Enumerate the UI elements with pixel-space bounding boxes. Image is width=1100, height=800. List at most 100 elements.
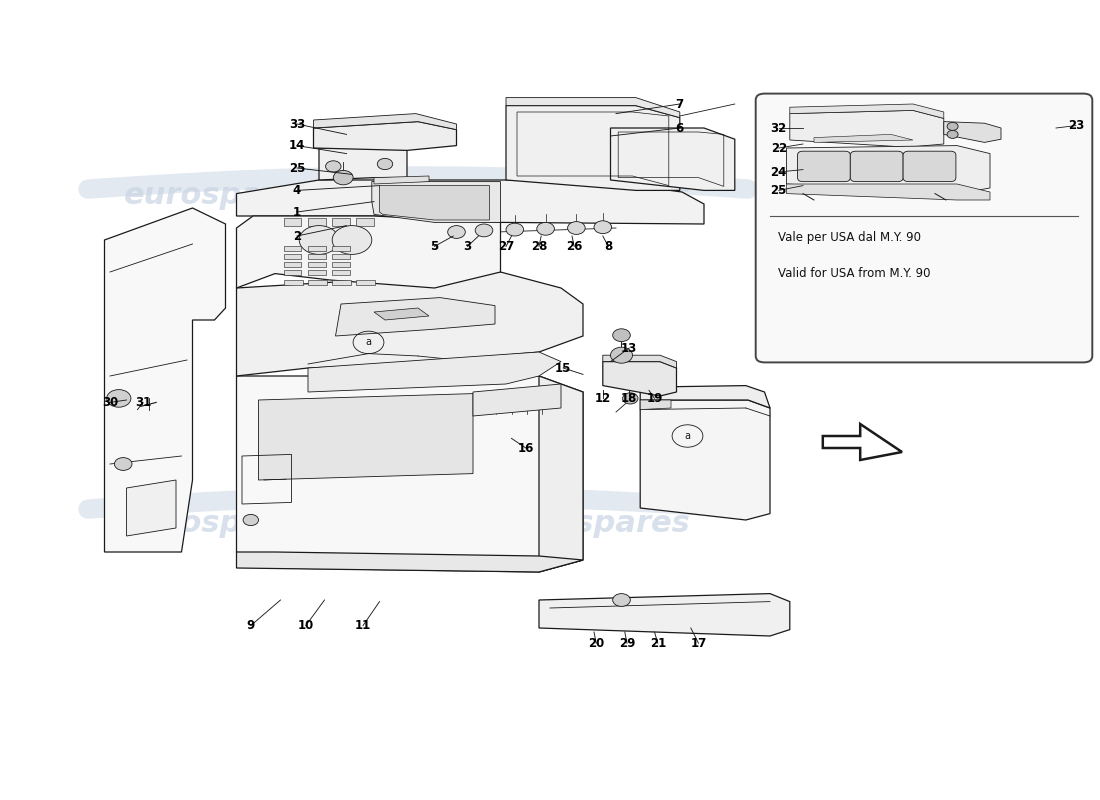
Text: 24: 24 bbox=[771, 166, 786, 178]
Text: 4: 4 bbox=[293, 184, 301, 197]
Polygon shape bbox=[332, 270, 350, 275]
Text: a: a bbox=[365, 338, 372, 347]
Text: 13: 13 bbox=[621, 342, 637, 354]
Polygon shape bbox=[356, 218, 374, 226]
Polygon shape bbox=[790, 104, 944, 118]
Text: eurospares: eurospares bbox=[123, 510, 317, 538]
Polygon shape bbox=[506, 106, 680, 190]
Polygon shape bbox=[258, 394, 473, 480]
Circle shape bbox=[243, 514, 258, 526]
Polygon shape bbox=[332, 254, 350, 259]
Circle shape bbox=[326, 161, 341, 172]
Text: 28: 28 bbox=[531, 240, 547, 253]
Polygon shape bbox=[308, 262, 326, 267]
Text: 19: 19 bbox=[647, 392, 662, 405]
Polygon shape bbox=[814, 134, 913, 142]
Polygon shape bbox=[332, 218, 350, 226]
Text: 7: 7 bbox=[675, 98, 684, 110]
Polygon shape bbox=[308, 352, 561, 392]
Circle shape bbox=[947, 122, 958, 130]
Circle shape bbox=[623, 393, 638, 404]
Polygon shape bbox=[372, 182, 500, 222]
Text: Vale per USA dal M.Y. 90: Vale per USA dal M.Y. 90 bbox=[778, 231, 921, 244]
Polygon shape bbox=[374, 176, 429, 184]
Circle shape bbox=[568, 222, 585, 234]
Text: 21: 21 bbox=[650, 637, 666, 650]
Text: 26: 26 bbox=[566, 240, 582, 253]
Text: 20: 20 bbox=[588, 637, 604, 650]
Polygon shape bbox=[790, 110, 944, 147]
Text: eurospares: eurospares bbox=[497, 510, 691, 538]
Polygon shape bbox=[640, 400, 770, 520]
Polygon shape bbox=[284, 246, 301, 251]
Text: 6: 6 bbox=[675, 122, 684, 134]
Text: 30: 30 bbox=[102, 396, 118, 409]
Polygon shape bbox=[336, 298, 495, 336]
Text: 31: 31 bbox=[135, 396, 151, 409]
Polygon shape bbox=[308, 280, 327, 285]
Polygon shape bbox=[236, 272, 583, 376]
Polygon shape bbox=[126, 480, 176, 536]
Text: 8: 8 bbox=[604, 240, 613, 253]
Text: 25: 25 bbox=[289, 162, 305, 174]
Polygon shape bbox=[379, 186, 490, 220]
Text: 12: 12 bbox=[595, 392, 610, 405]
Circle shape bbox=[333, 170, 353, 185]
Circle shape bbox=[299, 226, 339, 254]
Circle shape bbox=[613, 329, 630, 342]
Circle shape bbox=[506, 223, 524, 236]
Text: 5: 5 bbox=[430, 240, 439, 253]
Polygon shape bbox=[284, 270, 301, 275]
Text: a: a bbox=[684, 431, 691, 441]
Circle shape bbox=[610, 347, 632, 363]
Polygon shape bbox=[236, 216, 500, 288]
Polygon shape bbox=[236, 180, 704, 224]
Text: 25: 25 bbox=[771, 184, 786, 197]
Text: 33: 33 bbox=[289, 118, 305, 130]
Polygon shape bbox=[104, 208, 226, 552]
Polygon shape bbox=[506, 98, 680, 118]
Circle shape bbox=[475, 224, 493, 237]
Text: 32: 32 bbox=[771, 122, 786, 134]
Polygon shape bbox=[314, 122, 456, 150]
Text: eurospares: eurospares bbox=[497, 182, 691, 210]
FancyBboxPatch shape bbox=[850, 151, 903, 182]
Polygon shape bbox=[944, 122, 1001, 142]
Text: Valid for USA from M.Y. 90: Valid for USA from M.Y. 90 bbox=[778, 267, 931, 280]
Polygon shape bbox=[284, 254, 301, 259]
Circle shape bbox=[377, 158, 393, 170]
Polygon shape bbox=[539, 376, 583, 572]
Polygon shape bbox=[640, 400, 671, 410]
Polygon shape bbox=[786, 184, 990, 200]
Polygon shape bbox=[640, 386, 770, 408]
Polygon shape bbox=[284, 218, 301, 226]
Polygon shape bbox=[308, 246, 326, 251]
Polygon shape bbox=[473, 384, 561, 416]
Text: 14: 14 bbox=[289, 139, 305, 152]
FancyBboxPatch shape bbox=[756, 94, 1092, 362]
Text: 15: 15 bbox=[556, 362, 571, 374]
Polygon shape bbox=[610, 128, 735, 190]
Text: 16: 16 bbox=[518, 442, 534, 454]
Text: 11: 11 bbox=[355, 619, 371, 632]
Polygon shape bbox=[374, 308, 429, 320]
Polygon shape bbox=[308, 270, 326, 275]
Polygon shape bbox=[356, 280, 375, 285]
Polygon shape bbox=[314, 114, 456, 130]
Circle shape bbox=[332, 226, 372, 254]
Polygon shape bbox=[603, 362, 676, 396]
Text: 22: 22 bbox=[771, 142, 786, 154]
Polygon shape bbox=[319, 144, 407, 180]
Circle shape bbox=[448, 226, 465, 238]
Circle shape bbox=[107, 390, 131, 407]
Text: 18: 18 bbox=[621, 392, 637, 405]
Polygon shape bbox=[786, 146, 990, 194]
Text: 9: 9 bbox=[246, 619, 255, 632]
Polygon shape bbox=[332, 262, 350, 267]
Text: 27: 27 bbox=[498, 240, 514, 253]
Polygon shape bbox=[332, 246, 350, 251]
Text: 17: 17 bbox=[691, 637, 706, 650]
Polygon shape bbox=[603, 355, 676, 368]
Circle shape bbox=[594, 221, 612, 234]
FancyBboxPatch shape bbox=[903, 151, 956, 182]
